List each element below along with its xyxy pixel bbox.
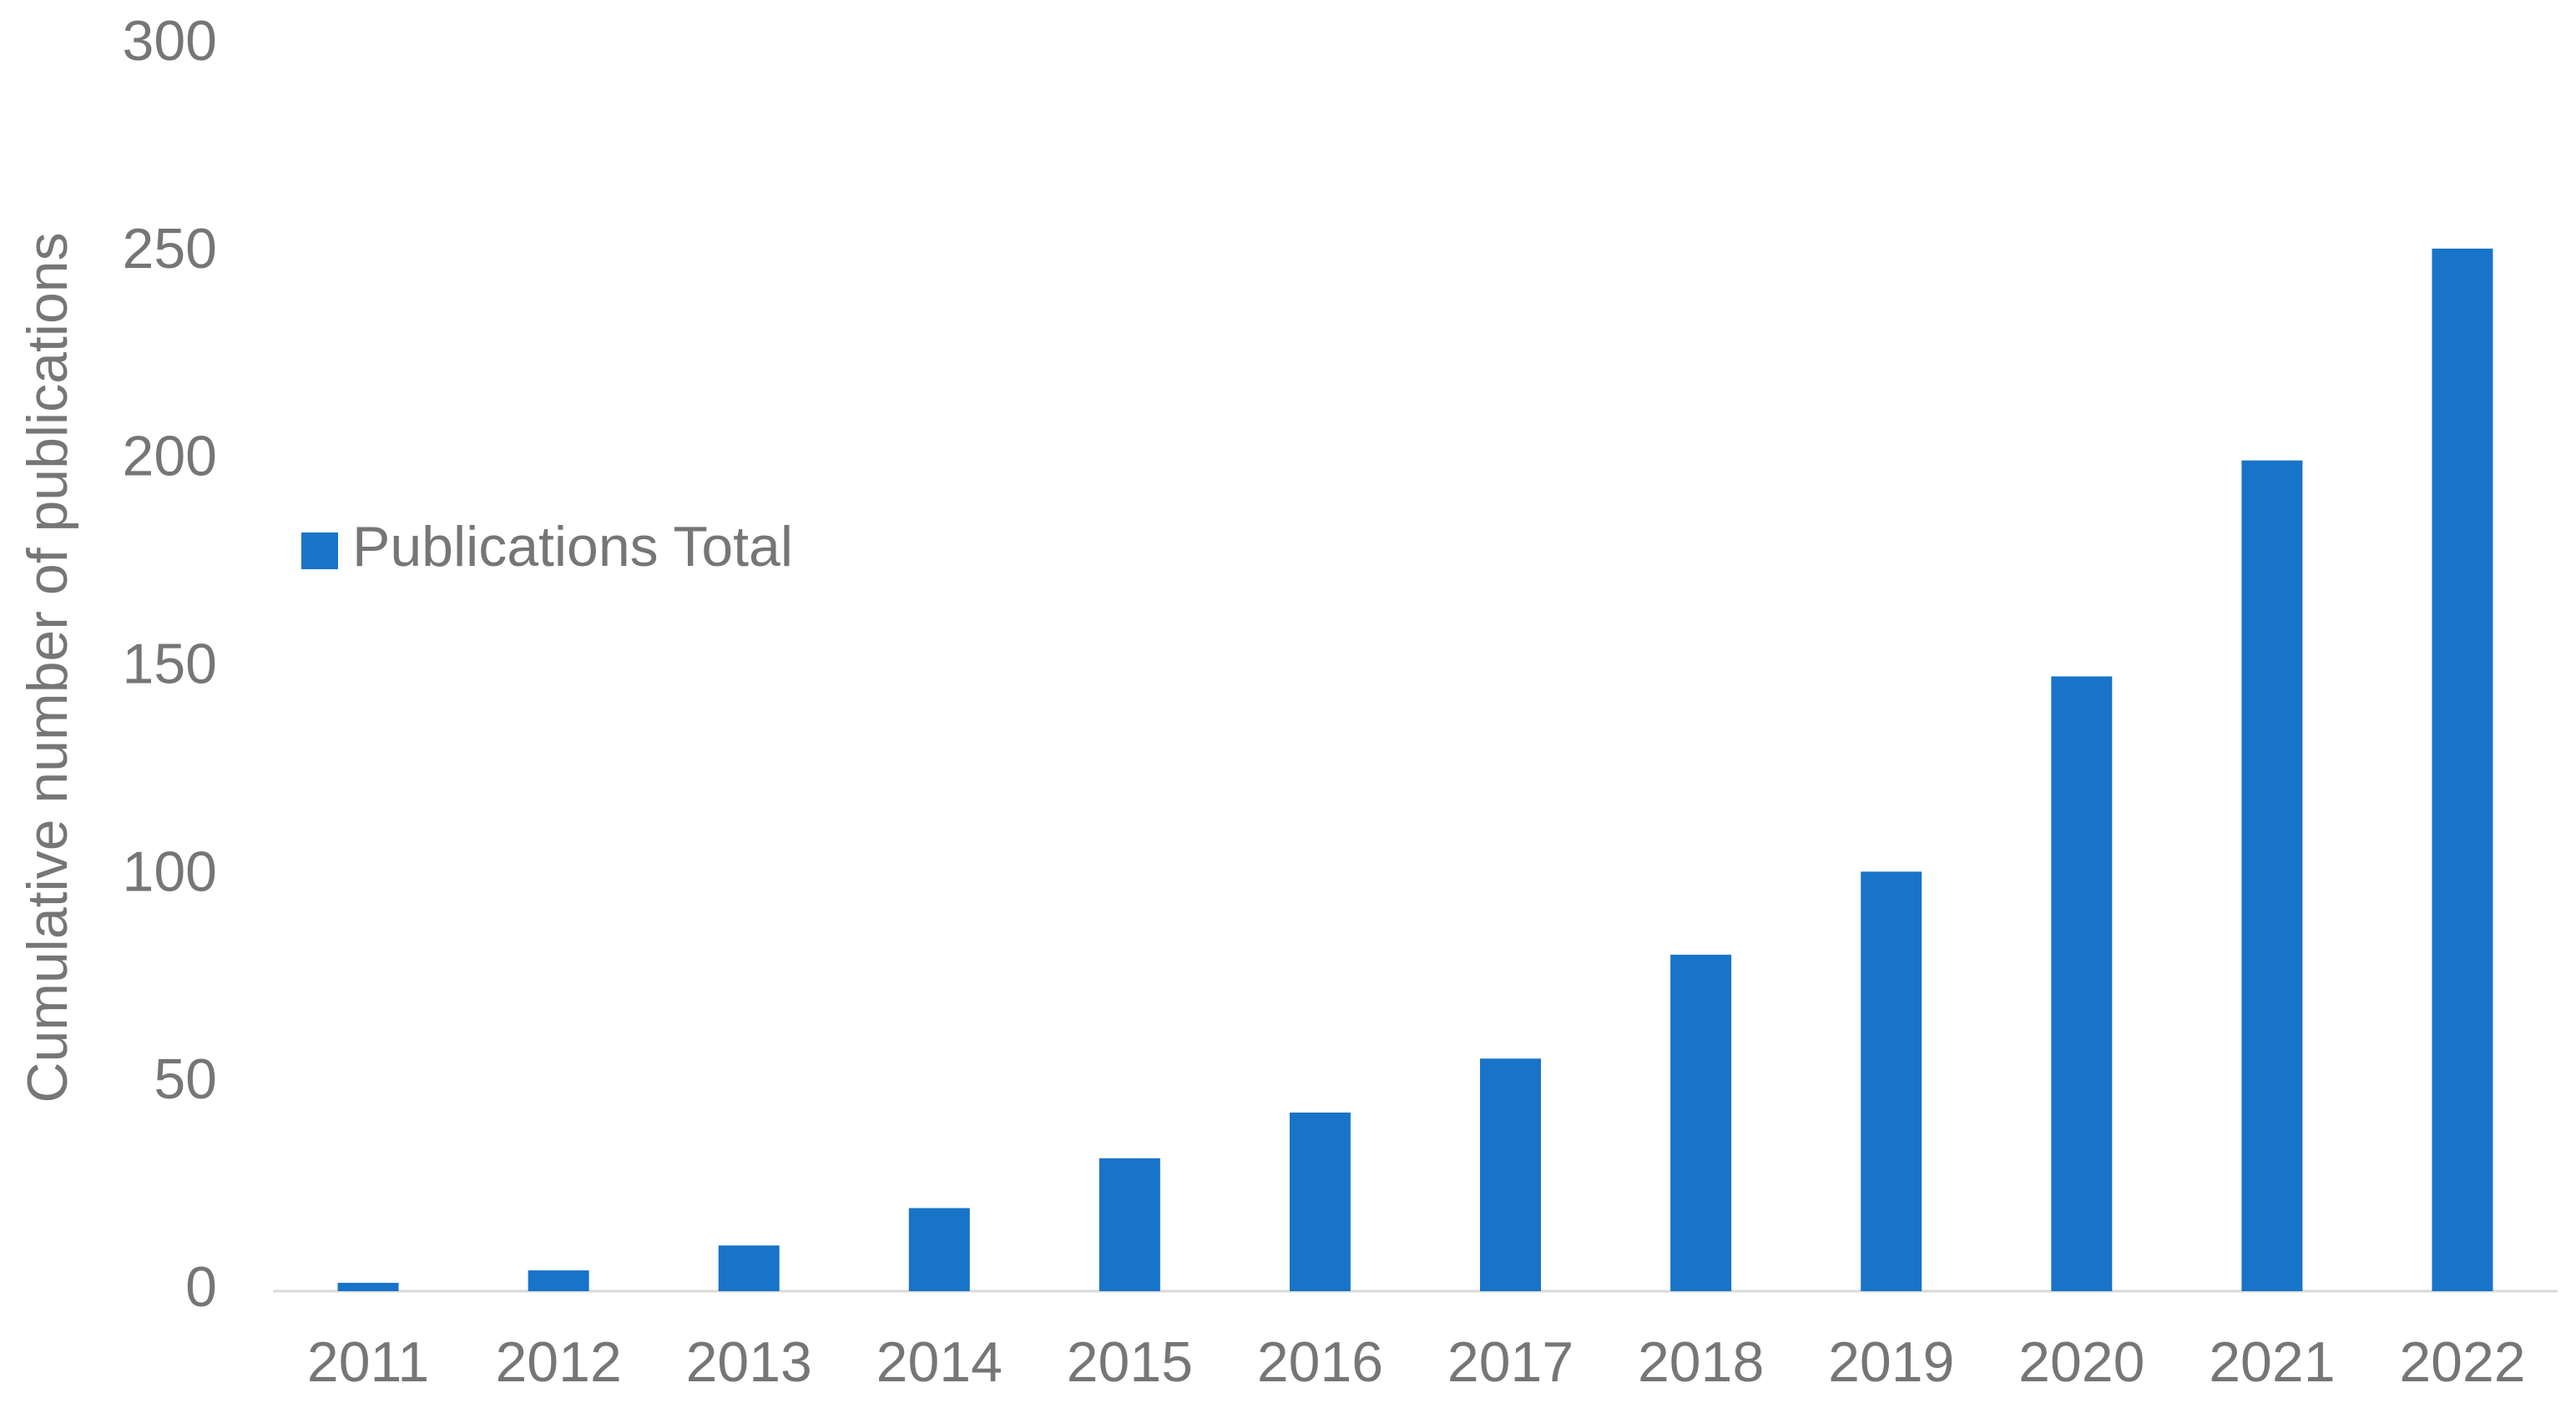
bar <box>1670 954 1732 1291</box>
x-tick-label: 2017 <box>1447 1330 1573 1394</box>
bar <box>528 1270 589 1291</box>
y-tick-label: 200 <box>123 425 217 488</box>
x-tick-label: 2014 <box>876 1330 1003 1394</box>
x-tick-label: 2013 <box>686 1330 812 1394</box>
bar <box>1861 871 1922 1291</box>
x-tick-label: 2016 <box>1257 1330 1383 1394</box>
bar <box>2051 676 2113 1291</box>
y-tick-label: 300 <box>123 9 217 73</box>
x-tick-label: 2012 <box>495 1330 621 1394</box>
x-tick-label: 2018 <box>1638 1330 1764 1394</box>
x-tick-label: 2022 <box>2399 1330 2525 1394</box>
y-tick-label: 0 <box>185 1255 217 1319</box>
x-tick-label: 2015 <box>1067 1330 1193 1394</box>
bar <box>337 1283 399 1291</box>
bar <box>1289 1113 1351 1291</box>
y-tick-label: 50 <box>154 1047 217 1111</box>
y-axis-title: Cumulative number of publications <box>16 232 79 1103</box>
bar <box>1099 1158 1160 1291</box>
y-tick-label: 100 <box>123 840 217 903</box>
x-tick-label: 2019 <box>1828 1330 1954 1394</box>
bar <box>908 1208 970 1291</box>
y-tick-label: 250 <box>123 217 217 280</box>
bar <box>2432 248 2493 1291</box>
x-tick-label: 2011 <box>307 1330 429 1394</box>
bar <box>1480 1058 1542 1291</box>
bar <box>2241 460 2303 1291</box>
bar <box>718 1245 780 1291</box>
legend-label: Publications Total <box>352 515 793 578</box>
x-tick-label: 2021 <box>2209 1330 2335 1394</box>
x-tick-label: 2020 <box>2018 1330 2144 1394</box>
legend-swatch <box>301 532 338 569</box>
y-tick-label: 150 <box>123 632 217 695</box>
